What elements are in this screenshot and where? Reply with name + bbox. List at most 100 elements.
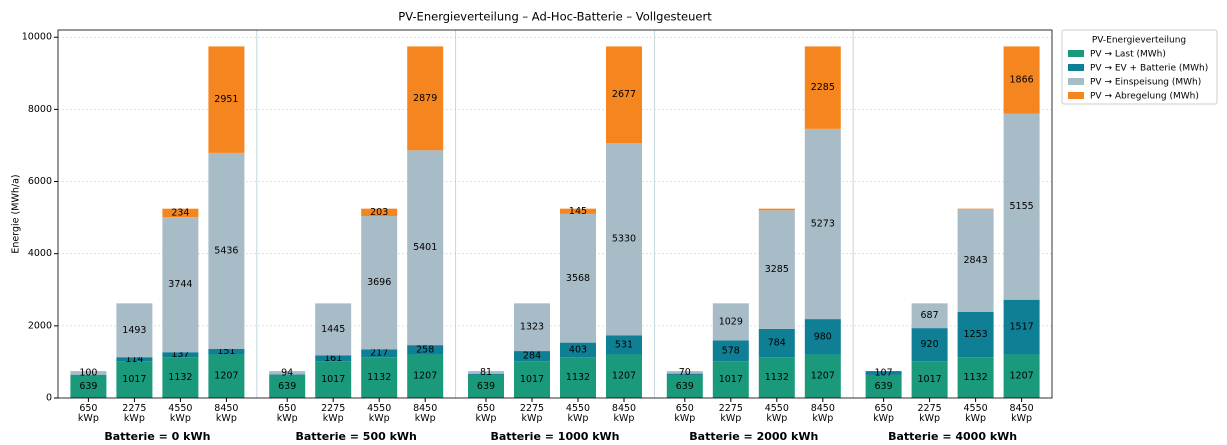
data-label: 203 <box>370 207 388 218</box>
bar-segment <box>407 345 444 355</box>
y-tick-label: 10000 <box>22 32 52 43</box>
x-tick-label: 2275 kWp <box>917 403 942 424</box>
data-label: 531 <box>615 339 633 350</box>
bar-segment <box>712 340 749 362</box>
data-label: 1207 <box>1010 371 1034 382</box>
bar-segment <box>361 357 398 398</box>
data-label: 137 <box>171 349 189 360</box>
data-label: 70 <box>679 367 691 378</box>
bar-segment <box>804 319 841 355</box>
bar-segment <box>361 349 398 358</box>
data-label: 578 <box>722 345 740 356</box>
bar-segment <box>116 303 153 358</box>
x-tick-label: 8450 kWp <box>413 403 438 424</box>
y-tick-label: 0 <box>46 393 52 404</box>
data-label: 2677 <box>612 89 636 100</box>
y-tick-label: 4000 <box>28 248 52 259</box>
bar-segment <box>514 303 550 352</box>
data-label: 403 <box>569 344 587 355</box>
group-label: Batterie = 4000 kWh <box>888 430 1018 443</box>
bar-segment <box>758 357 795 398</box>
bar-segment <box>70 374 107 398</box>
data-label: 3285 <box>765 264 789 275</box>
legend-swatch <box>1068 64 1084 71</box>
bar-segment <box>758 208 795 211</box>
bar-segment <box>116 357 153 362</box>
bar-segment <box>804 128 841 320</box>
legend-swatch <box>1068 92 1084 99</box>
data-label: 1445 <box>321 324 345 335</box>
data-label: 980 <box>814 331 832 342</box>
data-label: 1323 <box>520 322 544 333</box>
data-label: 2879 <box>413 93 437 104</box>
data-label: 1017 <box>719 374 743 385</box>
legend-swatch <box>1068 78 1084 85</box>
data-label: 1493 <box>122 325 146 336</box>
data-label: 1132 <box>964 372 988 383</box>
bar-segment <box>606 142 642 336</box>
bar-segment <box>514 351 550 362</box>
y-tick-label: 8000 <box>28 104 52 115</box>
data-label: 161 <box>324 353 342 364</box>
plot-frame <box>57 29 1053 399</box>
data-label: 1207 <box>214 371 238 382</box>
bar-segment <box>514 361 550 398</box>
legend-title: PV-Energieverteilung <box>1092 36 1186 46</box>
bar-segment <box>804 46 841 129</box>
bar-segment <box>361 208 398 216</box>
x-tick-label: 650 kWp <box>77 403 99 424</box>
data-label: 1132 <box>367 372 391 383</box>
x-tick-label: 650 kWp <box>475 403 497 424</box>
bar-segment <box>666 373 703 375</box>
bar-segment <box>315 361 352 398</box>
x-tick-label: 650 kWp <box>276 403 298 424</box>
bar-segment <box>712 303 749 341</box>
bar-segment <box>315 303 352 356</box>
data-label: 1207 <box>413 371 437 382</box>
data-label: 1207 <box>612 371 636 382</box>
bar-segment <box>911 361 948 398</box>
x-tick-label: 4550 kWp <box>764 403 789 424</box>
data-label: 1517 <box>1010 322 1034 333</box>
data-label: 687 <box>921 310 939 321</box>
x-tick-label: 8450 kWp <box>611 403 637 424</box>
bar-segment <box>957 357 994 398</box>
data-label: 151 <box>217 346 235 357</box>
data-label: 1132 <box>765 372 789 383</box>
legend-box <box>1061 29 1218 105</box>
bar-segment <box>269 374 306 398</box>
data-label: 2285 <box>811 82 835 93</box>
bar-segment <box>468 374 504 398</box>
bar-segment <box>712 361 749 398</box>
bar-segment <box>666 371 703 374</box>
x-tick-label: 4550 kWp <box>168 403 193 424</box>
data-label: 114 <box>125 354 143 365</box>
x-tick-label: 4550 kWp <box>565 403 591 424</box>
group-label: Batterie = 0 kWh <box>104 430 211 443</box>
bar-segment <box>1003 113 1040 300</box>
bar-segment <box>162 208 199 218</box>
data-label: 5436 <box>214 245 238 256</box>
x-tick-label: 8450 kWp <box>1009 403 1034 424</box>
data-label: 639 <box>278 381 296 392</box>
bar-segment <box>666 374 703 398</box>
bar-segment <box>208 46 245 153</box>
data-label: 5330 <box>612 234 636 245</box>
legend-label: PV → EV + Batterie (MWh) <box>1090 64 1208 74</box>
data-label: 1207 <box>811 371 835 382</box>
x-tick-label: 8450 kWp <box>810 403 835 424</box>
y-tick-label: 6000 <box>28 176 52 187</box>
data-label: 1029 <box>719 316 743 327</box>
data-label: 1017 <box>918 374 942 385</box>
bar-segment <box>315 355 352 362</box>
data-label: 1132 <box>566 372 590 383</box>
bar-segment <box>208 152 245 350</box>
bar-segment <box>911 328 948 362</box>
data-label: 81 <box>480 367 492 378</box>
bar-segment <box>957 208 994 210</box>
x-tick-label: 2275 kWp <box>519 403 545 424</box>
x-tick-label: 650 kWp <box>674 403 696 424</box>
bar-segment <box>911 303 948 329</box>
bar-segment <box>957 311 994 358</box>
